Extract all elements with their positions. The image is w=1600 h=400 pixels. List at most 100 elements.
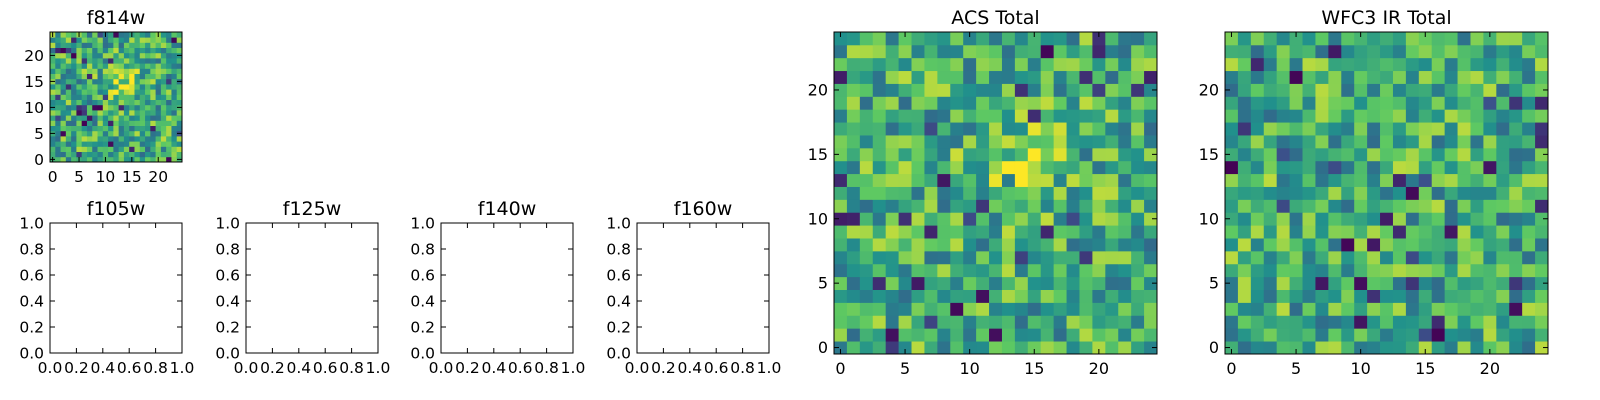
heatmap-cell	[911, 83, 925, 97]
heatmap-cell	[1225, 250, 1239, 265]
heatmap-cell	[1014, 32, 1029, 46]
heatmap-cell	[1118, 135, 1132, 149]
heatmap-cell	[1040, 186, 1055, 200]
heatmap-cell	[963, 160, 977, 175]
heatmap-cell	[60, 156, 67, 163]
y-tick-label: 15	[808, 145, 828, 164]
heatmap-cell	[1418, 289, 1433, 303]
y-tick-label: 0.0	[19, 345, 44, 363]
heatmap-cell	[1367, 186, 1381, 200]
heatmap-cell	[1367, 135, 1381, 149]
heatmap-cell	[1367, 328, 1381, 342]
heatmap-cell	[1001, 57, 1016, 72]
heatmap-cell	[139, 58, 146, 64]
heatmap-cell	[834, 302, 848, 316]
heatmap-cell	[1483, 212, 1497, 226]
heatmap-cell	[108, 146, 114, 152]
heatmap-cell	[118, 115, 125, 121]
heatmap-cell	[924, 289, 938, 303]
heatmap-cell	[97, 63, 104, 69]
heatmap-cell	[60, 115, 67, 121]
heatmap-cell	[160, 42, 167, 48]
heatmap-cell	[134, 130, 141, 137]
heatmap-cell	[1225, 83, 1239, 97]
heatmap-cell	[139, 104, 146, 111]
heatmap-cell	[963, 147, 977, 162]
heatmap-cell	[1250, 160, 1265, 175]
heatmap-cell	[846, 122, 861, 136]
heatmap-cell	[1496, 276, 1510, 290]
heatmap-cell	[1328, 289, 1342, 303]
heatmap-cell	[134, 146, 141, 152]
heatmap-cell	[97, 94, 104, 100]
heatmap-cell	[885, 135, 899, 149]
x-tick-label: 0.6	[313, 359, 338, 377]
heatmap-cell	[1040, 315, 1055, 329]
heatmap-cell	[1483, 135, 1497, 149]
heatmap-cell	[1444, 96, 1458, 110]
heatmap-cell	[155, 52, 162, 59]
heatmap-cell	[950, 122, 964, 136]
heatmap-cell	[1509, 212, 1523, 226]
heatmap-cell	[155, 146, 162, 152]
heatmap-cell	[97, 84, 104, 90]
heatmap-cell	[1522, 341, 1536, 355]
heatmap-cell	[989, 212, 1003, 226]
heatmap-cell	[1341, 212, 1355, 226]
heatmap-cell	[1105, 315, 1119, 329]
heatmap-cell	[1341, 250, 1355, 265]
heatmap-cell	[950, 212, 964, 226]
heatmap-cell	[166, 146, 172, 152]
heatmap-cell	[1315, 109, 1329, 123]
heatmap-cell	[1380, 276, 1394, 290]
heatmap-cell	[1250, 83, 1265, 97]
heatmap-cell	[76, 104, 83, 111]
heatmap-cell	[65, 42, 72, 48]
heatmap-cell	[1470, 250, 1484, 265]
heatmap-cell	[1118, 225, 1132, 239]
heatmap-cell	[145, 94, 151, 100]
heatmap-cell	[1392, 70, 1407, 84]
heatmap-cell	[1263, 263, 1278, 278]
heatmap-cell	[1237, 32, 1252, 46]
x-tick-label: 0.8	[339, 359, 364, 377]
heatmap-cell	[145, 151, 151, 158]
heatmap-cell	[1066, 57, 1080, 72]
heatmap-cell	[859, 83, 874, 97]
heatmap-cell	[1144, 341, 1158, 355]
heatmap-cell	[1354, 289, 1368, 303]
heatmap-cell	[1040, 147, 1055, 162]
heatmap-cell	[1509, 109, 1523, 123]
heatmap-cell	[924, 135, 938, 149]
heatmap-cell	[1027, 186, 1042, 200]
heatmap-cell	[963, 315, 977, 329]
heatmap-cell	[1392, 276, 1407, 290]
heatmap-cell	[963, 122, 977, 136]
heatmap-cell	[976, 212, 990, 226]
heatmap-cell	[924, 32, 938, 46]
subplot-title: f125w	[283, 198, 342, 220]
heatmap-cell	[81, 130, 88, 137]
heatmap-cell	[134, 32, 141, 38]
heatmap-cell	[1392, 263, 1407, 278]
heatmap-cell	[924, 328, 938, 342]
heatmap-cell	[118, 63, 125, 69]
heatmap-cell	[1392, 238, 1407, 252]
heatmap-cell	[145, 32, 151, 38]
heatmap-cell	[859, 212, 874, 226]
heatmap-cell	[859, 57, 874, 72]
heatmap-cell	[145, 146, 151, 152]
heatmap-cell	[55, 37, 61, 43]
heatmap-cell	[60, 94, 67, 100]
heatmap-cell	[1131, 225, 1145, 239]
heatmap-cell	[1092, 109, 1106, 123]
heatmap-cell	[1341, 147, 1355, 162]
heatmap-cell	[1144, 147, 1158, 162]
heatmap-cell	[113, 42, 120, 48]
heatmap-cell	[898, 70, 912, 84]
heatmap-cell	[1276, 225, 1290, 239]
heatmap-cell	[1250, 315, 1265, 329]
heatmap-cell	[1405, 302, 1420, 316]
heatmap-cell	[1405, 186, 1420, 200]
